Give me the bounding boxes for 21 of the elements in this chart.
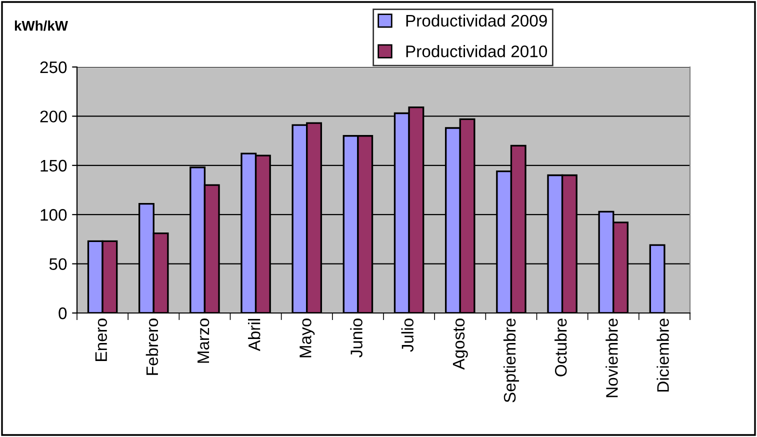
x-tick-label: Julio [401,318,414,352]
y-tick-label: 0 [58,307,67,320]
x-tick-label: Mayo [300,318,315,358]
y-tick-label: 200 [40,110,67,122]
y-tick-label: 250 [40,61,67,74]
x-tick-label: Octubre [554,318,567,376]
x-tick-label: Agosto [452,318,468,370]
y-tick-label: 100 [40,209,67,221]
y-tick-label: 150 [40,160,67,172]
x-tick-label: Noviembre [606,318,618,398]
y-axis-title: kWh/kW [14,20,68,31]
x-tick-label: Abril [248,318,260,352]
x-tick-label: Septiembre [503,318,519,402]
y-tick-label: 50 [49,258,67,270]
x-tick-label: Febrero [146,318,158,375]
legend-label: Productividad 2010 [406,45,548,58]
legend-label: Productividad 2009 [406,14,547,27]
x-tick-label: Enero [95,318,108,361]
x-tick-label: Marzo [198,318,210,363]
x-tick-label: Diciembre [656,318,669,392]
x-tick-label: Junio [350,318,362,358]
